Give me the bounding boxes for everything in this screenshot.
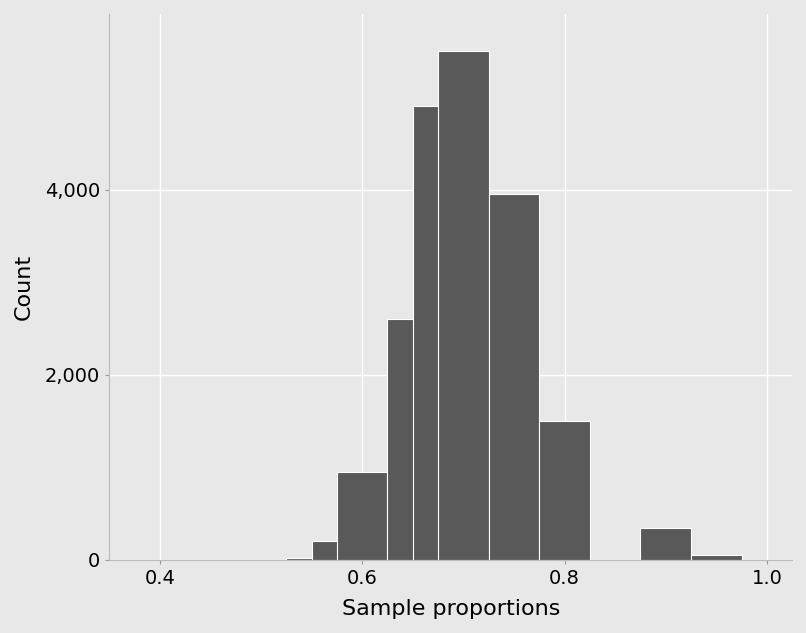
X-axis label: Sample proportions: Sample proportions — [342, 599, 560, 619]
Bar — [286, 558, 337, 560]
Bar — [539, 421, 590, 560]
Y-axis label: Count: Count — [14, 254, 34, 320]
Bar — [488, 194, 539, 560]
Bar — [388, 319, 438, 560]
Bar — [312, 541, 362, 560]
Bar — [438, 51, 488, 560]
Bar — [337, 472, 388, 560]
Bar — [691, 555, 742, 560]
Bar — [413, 106, 463, 560]
Bar — [641, 527, 691, 560]
